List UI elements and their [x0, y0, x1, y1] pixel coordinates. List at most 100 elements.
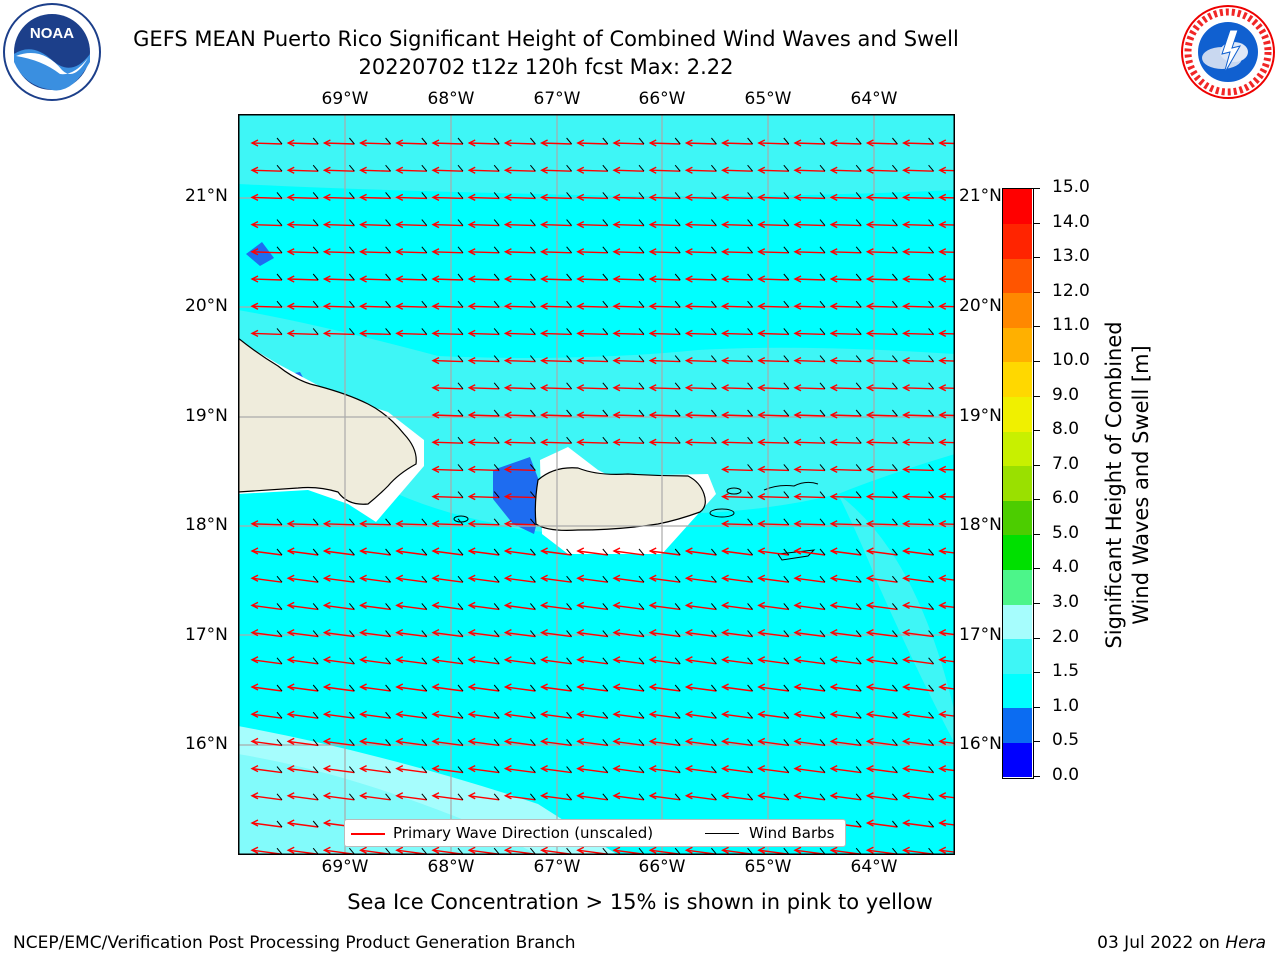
- wave-arrow: [613, 795, 645, 801]
- wind-barb: [349, 219, 355, 226]
- wave-arrow: [396, 659, 427, 665]
- wave-arrow: [867, 631, 898, 638]
- wind-barb: [711, 793, 717, 801]
- wave-arrow: [686, 713, 717, 719]
- wave-arrow: [577, 223, 608, 227]
- lon-label-bottom: 64°W: [850, 857, 898, 877]
- wave-arrow-head: [359, 764, 367, 773]
- wind-barb: [855, 684, 862, 692]
- wind-barb: [855, 464, 862, 471]
- wind-barb: [349, 575, 355, 583]
- wave-arrow: [541, 631, 572, 638]
- wind-barb: [819, 739, 826, 746]
- wave-arrow: [650, 767, 681, 774]
- wind-barb: [530, 300, 536, 308]
- wind-barb: [493, 382, 500, 390]
- wave-arrow-head: [684, 574, 693, 582]
- wave-arrow-head: [829, 329, 838, 338]
- wave-arrow-head: [612, 438, 621, 446]
- wave-arrow-head: [648, 356, 657, 365]
- wave-arrow: [794, 495, 826, 499]
- wave-arrow-head: [431, 275, 440, 283]
- wave-arrow: [288, 251, 319, 254]
- wave-arrow-head: [250, 710, 259, 718]
- wave-arrow: [396, 686, 427, 692]
- wave-arrow-head: [250, 764, 259, 773]
- wave-arrow: [867, 305, 898, 308]
- wave-arrow-head: [286, 819, 295, 827]
- wave-arrow: [432, 305, 464, 308]
- wind-barb: [530, 847, 536, 855]
- wave-arrow: [505, 359, 536, 363]
- wave-arrow-head: [576, 356, 585, 365]
- wind-barb: [493, 246, 500, 254]
- colorbar-tick-label: 12.0: [1052, 280, 1090, 301]
- wave-arrow: [613, 305, 645, 308]
- wave-arrow: [722, 686, 753, 692]
- map-frame: [238, 114, 955, 855]
- wind-barb: [530, 464, 536, 471]
- wave-arrow-head: [359, 220, 367, 229]
- wind-barb: [819, 409, 826, 417]
- wave-arrow: [903, 468, 934, 472]
- wave-arrow-head: [684, 411, 693, 419]
- wave-arrow-head: [684, 601, 693, 610]
- wave-arrow-head: [467, 628, 476, 637]
- colorbar-segment: [1003, 327, 1032, 363]
- wave-arrow-head: [322, 792, 331, 800]
- wave-arrow-head: [684, 792, 693, 800]
- colorbar: [1002, 188, 1034, 779]
- wind-barb: [783, 657, 790, 665]
- wave-arrow-head: [829, 411, 838, 419]
- lon-label-top: 69°W: [321, 89, 369, 109]
- wind-barb: [530, 382, 536, 390]
- wind-barb: [385, 273, 391, 281]
- colorbar-segment: [1003, 604, 1032, 640]
- wave-arrow: [577, 713, 608, 719]
- colorbar-tick-label: 6.0: [1052, 488, 1080, 509]
- wave-arrow-head: [395, 520, 404, 528]
- wave-arrow: [541, 795, 572, 801]
- wave-arrow-head: [286, 601, 295, 610]
- wind-barb: [530, 273, 536, 281]
- wave-arrow-head: [250, 547, 259, 555]
- wave-arrow: [903, 822, 934, 828]
- wave-arrow: [686, 169, 717, 172]
- colorbar-tick-label: 11.0: [1052, 315, 1090, 336]
- wave-arrow: [251, 550, 283, 556]
- wave-arrow-head: [250, 139, 259, 147]
- wave-arrow: [251, 169, 283, 172]
- wave-arrow-head: [902, 438, 910, 446]
- wind-barb: [421, 684, 428, 692]
- wind-barb: [312, 575, 319, 583]
- wave-arrow-head: [322, 656, 331, 664]
- wave-arrow: [541, 659, 572, 665]
- wave-arrow: [324, 305, 355, 308]
- wind-barb: [457, 684, 464, 692]
- wave-arrow-head: [902, 764, 910, 773]
- wave-arrow-head: [829, 710, 838, 718]
- wind-barb: [711, 711, 717, 719]
- wave-arrow: [360, 332, 391, 336]
- wave-arrow-head: [793, 792, 802, 800]
- wind-barb: [783, 491, 790, 498]
- wave-arrow-head: [829, 846, 838, 854]
- wave-arrow-head: [322, 764, 331, 773]
- wave-arrow-head: [757, 166, 766, 174]
- wind-barb: [711, 436, 717, 444]
- wind-barb: [276, 137, 283, 145]
- wind-barb: [312, 246, 319, 254]
- wind-barb: [638, 328, 645, 335]
- lat-label-left: 18°N: [185, 515, 228, 535]
- wave-arrow: [288, 577, 319, 583]
- wind-barb: [385, 793, 391, 801]
- wave-arrow: [469, 223, 500, 227]
- wind-barb: [747, 409, 753, 417]
- wind-barb: [493, 766, 500, 773]
- wave-arrow-head: [793, 275, 802, 283]
- colorbar-segment: [1003, 465, 1032, 501]
- wind-barb: [783, 436, 790, 444]
- colorbar-tick-mark: [1034, 637, 1040, 639]
- wave-arrow: [758, 251, 789, 254]
- wave-arrow: [867, 359, 898, 363]
